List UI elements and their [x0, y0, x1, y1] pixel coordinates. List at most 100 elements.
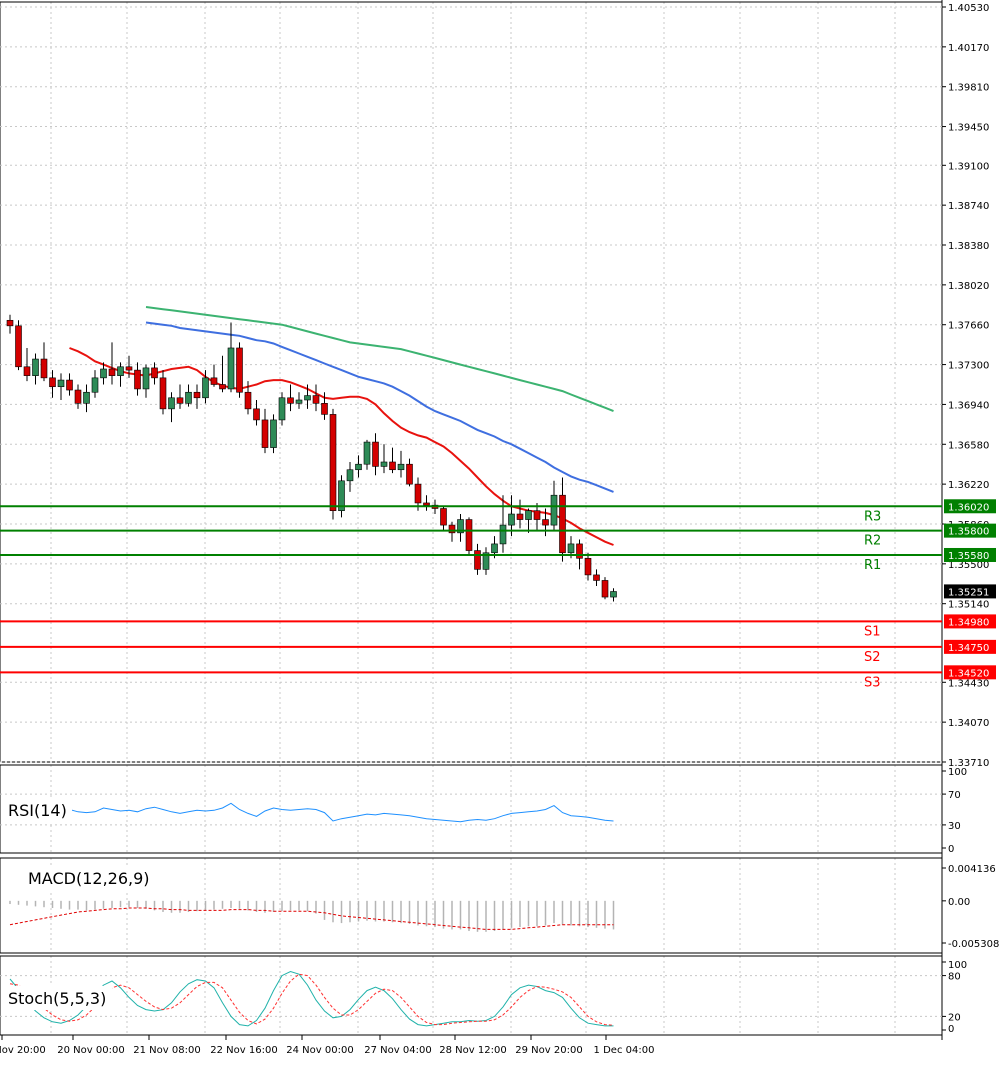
macd-signal-line — [9, 907, 614, 930]
candle — [91, 370, 99, 398]
time-axis-label: 20 Nov 00:00 — [57, 1045, 124, 1056]
level-label-s2: S2 — [864, 650, 881, 665]
price-axis-label: 1.37660 — [948, 321, 989, 332]
candle-body — [567, 543, 575, 554]
candle-body — [151, 367, 158, 379]
candle-body — [219, 384, 226, 390]
candle — [499, 495, 507, 553]
candle-body — [134, 369, 141, 390]
candle — [159, 370, 167, 415]
level-price-box — [944, 499, 996, 514]
price-axis-label: 1.40530 — [948, 3, 989, 14]
level-price-box — [944, 639, 996, 654]
candle — [57, 373, 65, 400]
candle — [355, 455, 362, 478]
candle-body — [244, 391, 252, 410]
candle-body — [117, 366, 124, 376]
stoch-axis-label: 0 — [948, 1024, 954, 1035]
candle-body — [287, 397, 294, 404]
level-price-box — [944, 614, 996, 629]
rsi-title: RSI(14) — [8, 801, 67, 820]
price-axis-label: 1.38380 — [948, 241, 989, 252]
candle-body — [321, 403, 328, 415]
candle-body — [57, 379, 65, 388]
price-axis-label: 1.34430 — [948, 678, 989, 689]
candle — [32, 353, 39, 385]
stoch-title-bg — [6, 986, 112, 1010]
price-axis-label: 1.39100 — [948, 161, 989, 172]
candle — [83, 384, 90, 413]
candle-body — [380, 461, 388, 467]
level-label-r3: R3 — [864, 509, 881, 524]
level-price-label: 1.34980 — [948, 617, 989, 628]
candle-body — [193, 391, 201, 399]
candle-body — [448, 524, 456, 534]
candle — [448, 521, 456, 542]
candle — [423, 495, 430, 511]
price-axis-label: 1.36940 — [948, 400, 989, 411]
candle-body — [406, 463, 413, 485]
candle-body — [542, 519, 549, 526]
candle-body — [482, 552, 490, 570]
candle — [15, 320, 22, 371]
rsi-pane-frame — [0, 764, 943, 854]
level-label-r2: R2 — [864, 534, 881, 549]
candle-body — [363, 441, 371, 465]
candle-body — [372, 441, 379, 467]
level-price-label: 1.36020 — [948, 502, 989, 513]
candle-body — [550, 494, 558, 526]
rsi-axis-label: 100 — [948, 767, 967, 778]
candle-body — [142, 367, 150, 390]
candle — [346, 461, 354, 492]
candle-body — [295, 399, 303, 404]
level-price-box — [944, 665, 996, 680]
candle — [253, 399, 260, 426]
candle — [482, 547, 490, 575]
candle — [270, 414, 277, 454]
price-axis-label: 1.39450 — [948, 123, 989, 134]
rsi-title-bg — [6, 798, 72, 824]
time-axis-label: 29 Nov 20:00 — [515, 1045, 582, 1056]
candle — [508, 495, 515, 537]
candle-body — [355, 463, 362, 471]
candle — [40, 342, 48, 382]
level-price-label: 1.34520 — [948, 668, 989, 679]
candle-body — [202, 377, 209, 399]
candle — [525, 508, 532, 533]
candle-body — [15, 325, 22, 368]
candle — [465, 517, 473, 555]
candle — [125, 355, 133, 378]
stoch-main-line — [9, 970, 614, 1027]
level-label-r1: R1 — [864, 558, 881, 573]
candle-body — [440, 508, 447, 526]
candle-body — [32, 358, 39, 376]
candle — [295, 392, 303, 409]
candle — [338, 475, 345, 518]
candle-body — [210, 377, 218, 385]
level-label-s1: S1 — [864, 624, 881, 639]
candle-body — [66, 379, 73, 391]
candle — [134, 362, 141, 396]
stoch-pane-frame — [0, 955, 943, 1036]
moving-average-slow — [145, 306, 614, 413]
candle — [304, 384, 311, 409]
stoch-title: Stoch(5,5,3) — [8, 989, 106, 1008]
candle-body — [389, 461, 396, 471]
time-axis-label: 22 Nov 16:00 — [210, 1045, 277, 1056]
candle-body — [610, 591, 617, 598]
current-price-box — [944, 584, 996, 599]
candle — [601, 577, 609, 600]
candle — [193, 384, 201, 409]
candle — [236, 342, 243, 398]
candle — [176, 384, 184, 409]
candle — [584, 552, 592, 581]
candle-body — [397, 463, 405, 471]
candle-body — [227, 347, 235, 390]
macd-axis-label: 0.00 — [948, 897, 970, 908]
candle-body — [465, 519, 473, 551]
price-axis-label: 1.36220 — [948, 480, 989, 491]
candle-body — [236, 347, 243, 393]
price-axis-label: 1.37300 — [948, 361, 989, 372]
price-axis-label: 1.36580 — [948, 440, 989, 451]
candle-body — [23, 366, 31, 376]
